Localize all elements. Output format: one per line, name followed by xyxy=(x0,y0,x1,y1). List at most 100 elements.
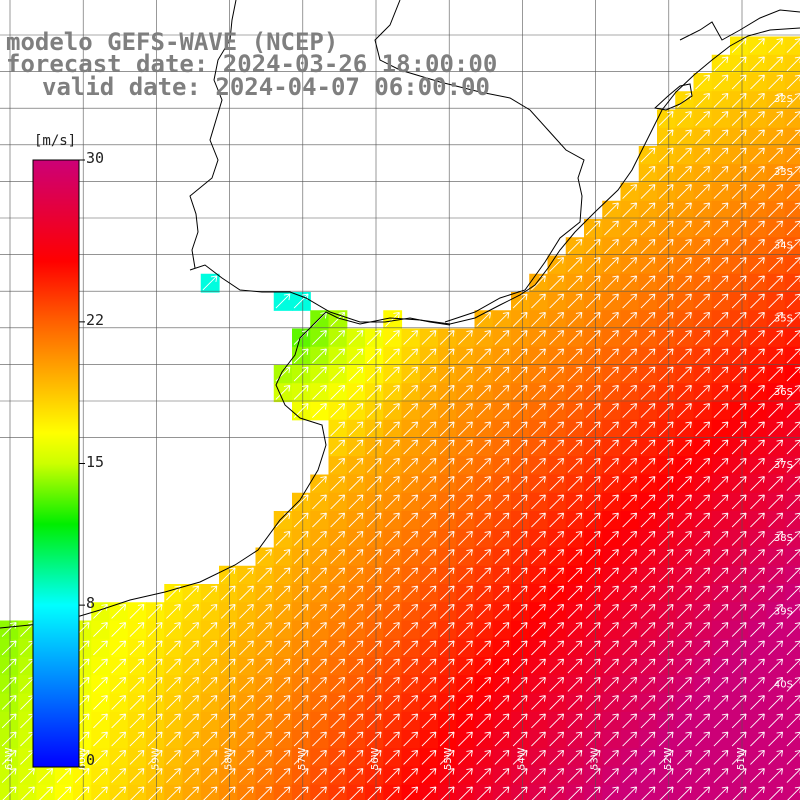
wind-arrow xyxy=(713,622,729,637)
wind-arrow xyxy=(458,439,473,455)
wind-arrow xyxy=(439,731,455,747)
wind-arrow xyxy=(695,202,711,218)
wind-arrow xyxy=(750,695,765,710)
wind-arrow xyxy=(713,549,729,564)
wind-arrow xyxy=(677,111,692,126)
wind-arrow xyxy=(220,640,236,656)
wind-arrow xyxy=(658,713,674,729)
wind-arrow xyxy=(366,658,382,674)
wind-arrow xyxy=(567,238,583,254)
wind-arrow xyxy=(421,457,437,473)
wind-arrow xyxy=(750,676,765,692)
wind-arrow xyxy=(184,695,200,710)
wind-arrow xyxy=(585,311,601,327)
wind-arrow xyxy=(166,695,181,710)
wind-arrow xyxy=(512,494,528,510)
wind-speed-cell xyxy=(766,292,786,311)
wind-arrow xyxy=(293,768,309,783)
wind-arrow xyxy=(439,330,455,345)
wind-arrow xyxy=(348,585,364,601)
wind-arrow xyxy=(348,622,364,637)
wind-arrow xyxy=(640,512,656,528)
wind-speed-cell xyxy=(255,730,275,749)
wind-arrow xyxy=(421,768,437,783)
wind-arrow xyxy=(731,348,747,364)
wind-arrow xyxy=(622,530,638,546)
latitude-label: 39S xyxy=(774,606,793,617)
wind-arrow xyxy=(731,257,747,272)
wind-speed-cell xyxy=(620,182,640,202)
wind-arrow xyxy=(549,713,565,729)
wind-arrow xyxy=(768,111,784,126)
wind-speed-cell xyxy=(620,511,640,530)
wind-arrow xyxy=(111,640,127,656)
wind-arrow xyxy=(622,713,638,729)
wind-arrow xyxy=(640,403,656,418)
wind-arrow xyxy=(439,403,455,418)
wind-arrow xyxy=(458,749,473,765)
wind-speed-cell xyxy=(474,766,494,786)
wind-arrow xyxy=(458,530,473,546)
wind-arrow xyxy=(640,257,656,272)
wind-arrow xyxy=(239,640,254,656)
wind-arrow xyxy=(658,494,674,510)
wind-arrow xyxy=(494,439,510,455)
wind-speed-cell xyxy=(328,730,348,749)
wind-arrow xyxy=(658,238,674,254)
wind-speed-cell xyxy=(620,474,640,494)
wind-speed-cell xyxy=(766,438,786,457)
wind-speed-cell xyxy=(365,693,384,713)
wind-arrow xyxy=(166,713,181,729)
wind-arrow xyxy=(147,768,163,783)
wind-arrow xyxy=(257,567,273,583)
wind-speed-cell xyxy=(511,474,530,494)
wind-arrow xyxy=(658,768,674,783)
wind-speed-cell xyxy=(328,547,348,567)
wind-arrow xyxy=(549,567,565,583)
wind-arrow xyxy=(567,311,583,327)
wind-speed-cell xyxy=(328,620,348,640)
wind-speed-cell xyxy=(146,766,165,786)
wind-arrow xyxy=(604,348,619,364)
longitude-label: 53W xyxy=(590,747,601,770)
wind-speed-cell xyxy=(693,365,713,384)
wind-arrow xyxy=(658,567,674,583)
wind-arrow xyxy=(768,421,784,437)
wind-arrow xyxy=(567,275,583,291)
wind-speed-cell xyxy=(182,620,202,640)
wind-speed-cell xyxy=(766,547,786,567)
wind-arrow xyxy=(585,585,601,601)
wind-arrow xyxy=(275,749,291,765)
wind-arrow xyxy=(476,713,492,729)
latitude-label: 35S xyxy=(774,314,793,325)
wind-arrow xyxy=(549,585,565,601)
wind-arrow xyxy=(385,421,400,437)
wind-arrow xyxy=(421,348,437,364)
wind-arrow xyxy=(640,348,656,364)
wind-arrow xyxy=(385,622,400,637)
lagoon-shore xyxy=(653,83,693,111)
wind-arrow xyxy=(585,403,601,418)
wind-arrow xyxy=(713,330,729,345)
wind-speed-cell xyxy=(547,620,567,640)
wind-arrow xyxy=(531,494,546,510)
wind-arrow xyxy=(658,111,674,126)
wind-arrow xyxy=(385,403,400,418)
wind-arrow xyxy=(531,421,546,437)
wind-arrow xyxy=(348,749,364,765)
wind-speed-cell xyxy=(547,657,567,676)
wind-arrow xyxy=(640,330,656,345)
wind-arrow xyxy=(439,494,455,510)
wind-speed-cell xyxy=(657,730,676,749)
wind-speed-cell xyxy=(109,620,129,640)
wind-arrow xyxy=(57,786,72,800)
wind-arrow xyxy=(585,238,601,254)
wind-arrow xyxy=(129,622,145,637)
wind-arrow xyxy=(330,330,346,345)
wind-arrow xyxy=(567,549,583,564)
wind-arrow xyxy=(184,603,200,619)
wind-arrow xyxy=(658,457,674,473)
latitude-label: 36S xyxy=(774,387,793,398)
wind-arrow xyxy=(750,640,765,656)
wind-arrow xyxy=(403,330,419,345)
